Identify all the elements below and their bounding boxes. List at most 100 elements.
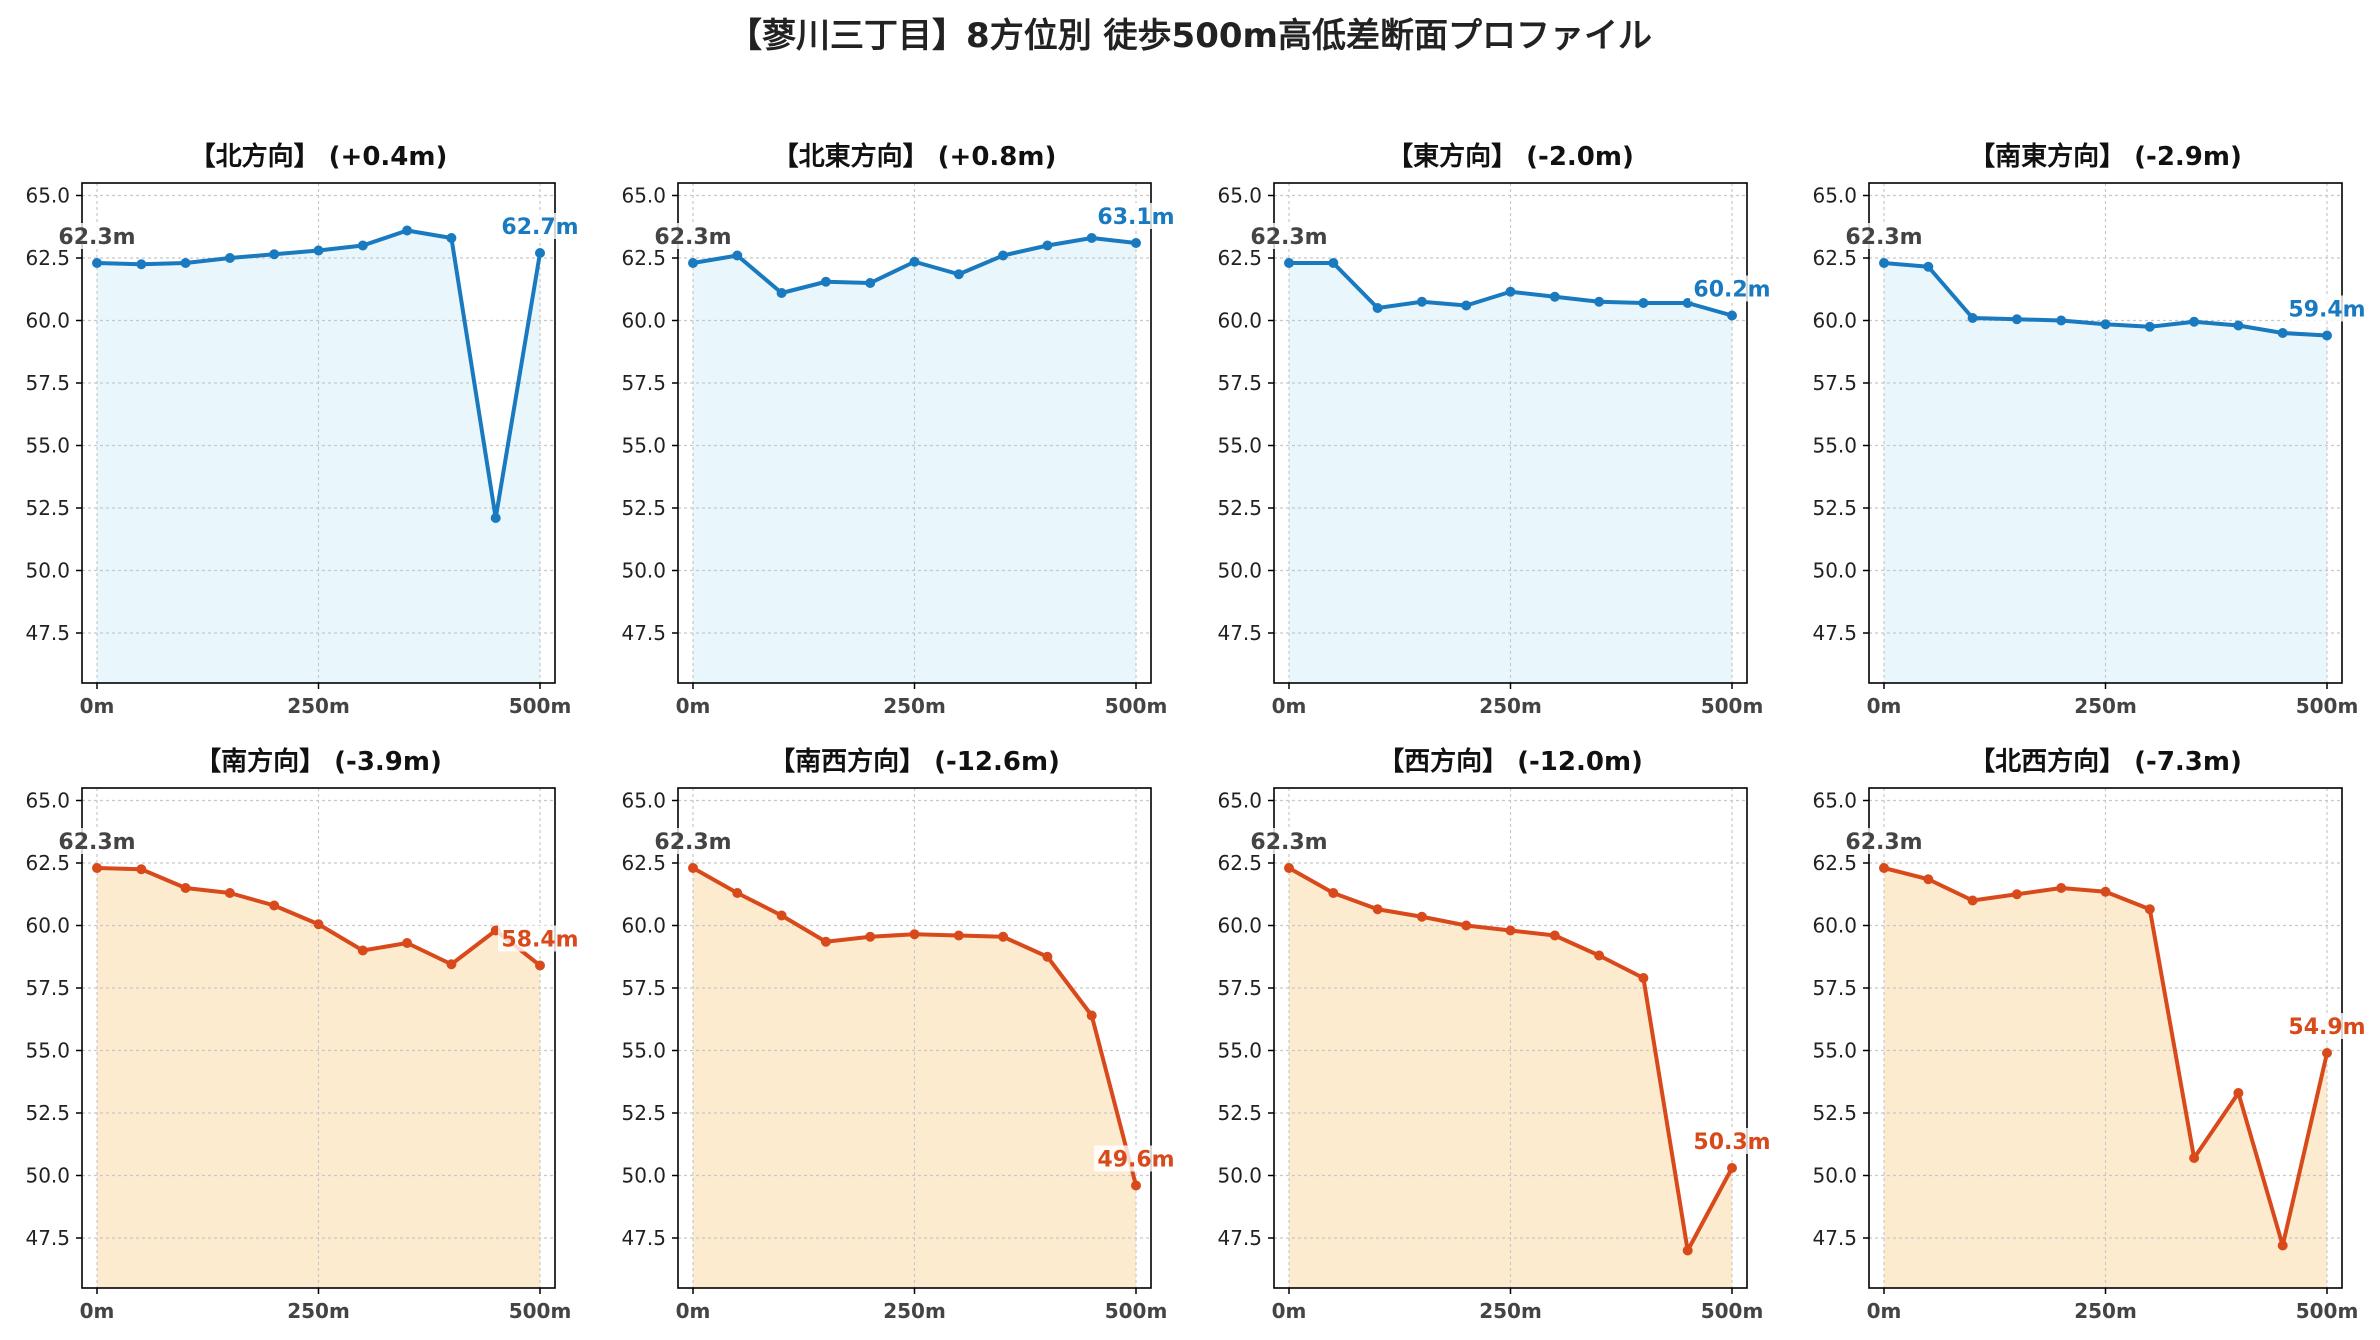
y-tick-label: 47.5: [25, 621, 70, 645]
x-tick-label: 250m: [1479, 1299, 1542, 1323]
y-tick-label: 57.5: [1217, 371, 1262, 395]
data-point: [1727, 1163, 1737, 1173]
y-tick-label: 60.0: [25, 309, 70, 333]
data-point: [1416, 296, 1427, 307]
start-elevation-label: 62.3m: [58, 225, 135, 250]
y-tick-label: 62.5: [621, 246, 666, 270]
data-point: [136, 864, 147, 875]
y-tick-label: 65.0: [1812, 789, 1857, 813]
start-elevation-label: 62.3m: [58, 830, 135, 855]
y-tick-label: 62.5: [1217, 851, 1262, 875]
data-point: [1372, 303, 1383, 313]
subplot-8: 47.5 50.0 52.5 55.0 57.5 60.0 62.5 65.0 0m 250m 50…: [1812, 746, 2369, 1323]
data-point: [1923, 261, 1934, 272]
data-point: [1284, 863, 1294, 873]
x-tick-label: 0m: [1867, 1299, 1902, 1323]
x-tick-label: 250m: [1479, 694, 1542, 718]
start-elevation-label: 62.3m: [1250, 830, 1327, 855]
data-point: [2100, 886, 2111, 897]
data-point: [732, 250, 743, 261]
data-point: [402, 225, 413, 236]
data-point: [909, 256, 920, 267]
data-point: [909, 929, 920, 940]
y-tick-label: 50.0: [1217, 559, 1262, 583]
subplot-title: 【北方向】 (+0.4m): [190, 141, 448, 172]
y-tick-label: 62.5: [25, 851, 70, 875]
data-point: [1461, 300, 1472, 311]
y-tick-label: 55.0: [1217, 1039, 1262, 1063]
subplot-4: 47.5 50.0 52.5 55.0 57.5 60.0 62.5 65.0 0m 250m 50…: [1812, 141, 2369, 718]
y-tick-label: 52.5: [1812, 496, 1857, 520]
y-tick-label: 62.5: [1812, 246, 1857, 270]
subplot-2: 47.5 50.0 52.5 55.0 57.5 60.0 62.5 65.0 0m 250m 50…: [621, 141, 1178, 718]
x-tick-label: 0m: [80, 694, 115, 718]
y-tick-label: 47.5: [1812, 1226, 1857, 1250]
subplot-3: 47.5 50.0 52.5 55.0 57.5 60.0 62.5 65.0 0m 250m 50…: [1217, 141, 1774, 718]
data-point: [357, 240, 368, 251]
y-tick-label: 57.5: [25, 371, 70, 395]
y-tick-label: 55.0: [1217, 434, 1262, 458]
end-elevation-label: 59.4m: [2288, 298, 2365, 323]
subplot-7: 47.5 50.0 52.5 55.0 57.5 60.0 62.5 65.0 0m 250m 50…: [1217, 746, 1774, 1323]
y-tick-label: 47.5: [1217, 1226, 1262, 1250]
data-point: [2056, 315, 2067, 326]
y-tick-label: 52.5: [1217, 1101, 1262, 1125]
data-point: [1967, 895, 1978, 906]
figure-title: 【蓼川三丁目】8方位別 徒歩500m高低差断面プロファイル: [728, 16, 1652, 56]
data-point: [2189, 1153, 2200, 1163]
end-label-bg: [1094, 1145, 1178, 1172]
y-tick-label: 50.0: [1217, 1164, 1262, 1188]
x-tick-label: 500m: [509, 1299, 572, 1323]
start-label-bg: [57, 828, 137, 854]
y-tick-label: 52.5: [25, 496, 70, 520]
start-label-bg: [1844, 828, 1924, 854]
x-tick-label: 500m: [1701, 694, 1764, 718]
data-point: [2233, 1088, 2244, 1098]
y-tick-label: 55.0: [621, 434, 666, 458]
data-point: [953, 930, 964, 941]
y-tick-label: 50.0: [1812, 559, 1857, 583]
data-point: [1042, 951, 1053, 962]
data-point: [224, 888, 235, 898]
x-tick-label: 0m: [1272, 1299, 1307, 1323]
data-point: [1638, 973, 1649, 983]
y-tick-label: 47.5: [1812, 621, 1857, 645]
data-point: [2011, 314, 2022, 325]
data-point: [2144, 321, 2155, 332]
x-tick-label: 250m: [287, 694, 350, 718]
data-point: [180, 258, 191, 268]
data-point: [92, 258, 102, 268]
x-tick-label: 250m: [287, 1299, 350, 1323]
y-tick-label: 62.5: [1217, 246, 1262, 270]
data-point: [1372, 904, 1383, 915]
data-point: [490, 513, 501, 523]
y-tick-label: 65.0: [621, 184, 666, 208]
y-tick-label: 62.5: [1812, 851, 1857, 875]
data-point: [1461, 920, 1472, 931]
x-tick-label: 250m: [2074, 1299, 2137, 1323]
end-label-bg: [1094, 203, 1178, 229]
x-tick-label: 0m: [1272, 694, 1307, 718]
subplot-title: 【北西方向】 (-7.3m): [1969, 746, 2242, 777]
data-point: [1131, 238, 1141, 248]
y-tick-label: 50.0: [1812, 1164, 1857, 1188]
x-tick-label: 500m: [1105, 1299, 1168, 1323]
end-elevation-label: 54.9m: [2288, 1015, 2365, 1040]
data-point: [2322, 330, 2332, 341]
end-label-bg: [2285, 1013, 2369, 1039]
x-tick-label: 500m: [1701, 1299, 1764, 1323]
y-tick-label: 52.5: [621, 496, 666, 520]
x-tick-label: 500m: [509, 694, 572, 718]
y-tick-label: 60.0: [1812, 914, 1857, 938]
subplot-1: 47.5 50.0 52.5 55.0 57.5 60.0 62.5 65.0 0m 250m 50…: [25, 141, 582, 718]
data-point: [313, 919, 324, 930]
data-point: [2277, 1240, 2288, 1251]
y-tick-label: 62.5: [25, 246, 70, 270]
y-tick-label: 47.5: [621, 621, 666, 645]
data-point: [1284, 258, 1294, 268]
subplot-title: 【西方向】 (-12.0m): [1378, 746, 1643, 777]
y-tick-label: 65.0: [1217, 184, 1262, 208]
data-point: [1594, 950, 1605, 961]
subplot-6: 47.5 50.0 52.5 55.0 57.5 60.0 62.5 65.0 0m 250m 50…: [621, 746, 1178, 1323]
area-fill: [97, 230, 540, 683]
